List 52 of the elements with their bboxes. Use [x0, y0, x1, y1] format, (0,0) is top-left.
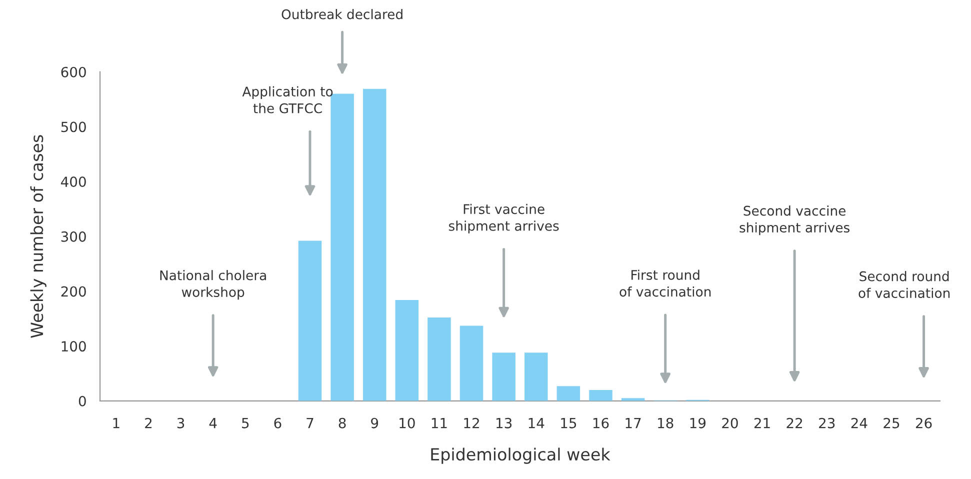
x-tick-label: 7	[306, 418, 314, 428]
bar	[556, 386, 580, 401]
x-tick-label: 24	[851, 418, 868, 428]
x-tick-label: 17	[626, 418, 641, 428]
x-tick-label: 26	[916, 418, 932, 428]
y-tick-label: 100	[62, 341, 86, 352]
x-tick-label: 8	[338, 418, 346, 428]
annotation: Second vaccine shipment arrives	[740, 206, 850, 236]
bar	[492, 352, 516, 401]
bar	[460, 326, 484, 401]
y-tick-label: 200	[61, 286, 86, 297]
x-tick-label: 15	[561, 418, 576, 428]
bar	[395, 300, 419, 401]
y-tick-label: 600	[61, 66, 86, 78]
annotation: First round of vaccination	[620, 270, 711, 297]
bar	[298, 240, 322, 401]
x-tick-label: 1	[113, 418, 120, 428]
y-tick-label: 500	[61, 122, 86, 132]
x-tick-label: 2	[145, 418, 152, 428]
x-tick-label: 10	[400, 418, 415, 428]
y-tick-label: 0	[78, 396, 86, 406]
x-tick-label: 6	[274, 418, 282, 428]
x-tick-label: 20	[722, 418, 738, 428]
x-tick-label: 18	[658, 418, 674, 428]
x-tick-label: 12	[464, 418, 479, 428]
x-tick-label: 3	[177, 418, 184, 428]
x-tick-label: 19	[690, 418, 706, 428]
x-tick-label: 5	[242, 418, 249, 428]
bar	[362, 88, 386, 401]
y-tick-label: 300	[61, 231, 86, 242]
bar	[524, 352, 548, 401]
text: Outbreak declared	[282, 9, 402, 20]
annotation: Application to the GTFCC	[242, 86, 333, 114]
y-tick-label: 400	[60, 176, 86, 188]
x-tick-label: 16	[593, 418, 609, 428]
x-tick-label: 9	[371, 418, 378, 428]
bar	[621, 398, 645, 401]
annotation: Second round of vaccination	[858, 271, 950, 298]
x-tick-label: 23	[819, 418, 835, 428]
annotation: National cholera workshop	[160, 270, 266, 300]
x-tick-label: 22	[786, 418, 802, 428]
x-tick-label: 13	[496, 418, 512, 428]
x-tick-label: 21	[754, 418, 770, 428]
bar	[428, 318, 451, 401]
x-tick-label: 4	[209, 418, 217, 428]
bar	[589, 390, 612, 401]
annotation: First vaccine shipment arrives	[448, 204, 559, 234]
x-tick-label: 14	[528, 418, 544, 428]
x-tick-label: 25	[884, 418, 900, 428]
y-axis-title: Weekly number of cases	[30, 135, 46, 338]
x-tick-label: 11	[432, 418, 447, 428]
x-axis-title: Epidemiological week	[431, 448, 610, 464]
